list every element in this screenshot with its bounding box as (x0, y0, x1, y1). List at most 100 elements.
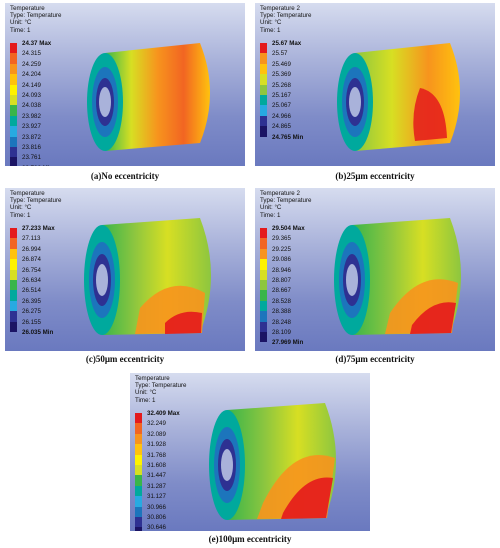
legend-swatch (135, 485, 142, 497)
legend-tick-label: 28.528 (272, 297, 291, 305)
legend-swatch (135, 423, 142, 434)
legend-tick-label: 26.395 (22, 297, 41, 305)
header-a: Temperature Type: Temperature Unit: °C T… (10, 5, 62, 34)
legend-swatch (260, 115, 267, 127)
legend-swatch (260, 43, 267, 54)
legend-tick-label: 26.754 (22, 266, 41, 274)
legend-swatch (260, 248, 267, 260)
caption-a: (a)No eccentricity (90, 171, 160, 181)
legend-swatch (260, 105, 267, 116)
legend-swatch (260, 280, 267, 291)
legend-tick-label: 29.086 (272, 256, 291, 264)
legend-swatch (10, 43, 17, 54)
legend-swatch (135, 506, 142, 517)
legend-swatch (10, 147, 17, 158)
legend-tick-label: 26.874 (22, 256, 41, 264)
legend-tick-label: 30.646 (147, 524, 166, 531)
legend-tick-label: 30.966 (147, 503, 166, 511)
legend-swatch (260, 63, 267, 75)
legend-swatch (10, 95, 17, 106)
legend-tick-label: 31.447 (147, 472, 166, 480)
legend-swatch (260, 95, 267, 106)
legend-tick-label: 29.504 Max (272, 225, 305, 232)
legend-swatch (10, 290, 17, 301)
legend-tick-label: 24.315 (22, 50, 41, 58)
legend-swatch (10, 84, 17, 95)
legend-swatch (10, 300, 17, 312)
header-e: Temperature Type: Temperature Unit: °C T… (135, 375, 187, 404)
legend-swatch (135, 496, 142, 507)
legend-tick-label: 25.268 (272, 81, 291, 89)
legend-tick-label: 23.706 Min (22, 165, 53, 166)
legend-tick-label: 29.225 (272, 245, 291, 253)
legend-swatch (10, 53, 17, 64)
cylinder-a (87, 43, 210, 151)
legend-tick-label: 31.127 (147, 493, 166, 501)
plot-c: Temperature Type: Temperature Unit: °C T… (5, 188, 245, 351)
legend-tick-label: 28.807 (272, 277, 291, 284)
legend-tick-label: 24.093 (22, 92, 41, 99)
legend-tick-label: 24.765 Min (272, 133, 304, 141)
legend-tick-label: 24.038 (22, 102, 41, 110)
legend-tick-label: 26.275 (22, 308, 41, 316)
header-c: Temperature Type: Temperature Unit: °C T… (10, 190, 62, 219)
legend-tick-label: 23.927 (22, 123, 41, 131)
legend-swatch (135, 444, 142, 455)
legend-tick-label: 25.369 (272, 71, 291, 79)
panel-c: Temperature Type: Temperature Unit: °C T… (5, 188, 245, 370)
cylinder-d (334, 218, 461, 335)
legend-tick-label: 25.167 (272, 92, 291, 99)
legend-tick-label: 31.768 (147, 451, 166, 459)
legend-tick-label: 25.57 (272, 50, 288, 58)
plot-d: Temperature 2 Type: Temperature Unit: °C… (255, 188, 495, 351)
cylinder-b (337, 43, 460, 151)
legend-swatch (10, 238, 17, 249)
legend-tick-label: 30.806 (147, 514, 166, 521)
header-b: Temperature 2 Type: Temperature Unit: °C… (260, 5, 312, 34)
legend-tick-label: 26.155 (22, 318, 41, 326)
legend-swatch (10, 259, 17, 270)
legend-swatch (260, 332, 267, 343)
legend-tick-label: 29.365 (272, 235, 291, 243)
legend-tick-label: 28.946 (272, 266, 291, 274)
legend-tick-label: 24.37 Max (22, 40, 52, 47)
plot-e: Temperature Type: Temperature Unit: °C T… (130, 373, 370, 531)
legend-tick-label: 32.409 Max (147, 410, 180, 417)
caption-b: (b)25μm eccentricity (335, 171, 415, 181)
legend-swatch (260, 84, 267, 95)
legend-swatch (260, 53, 267, 64)
legend-tick-label: 23.982 (22, 112, 41, 120)
legend-swatch (10, 269, 17, 280)
caption-c: (c)50μm eccentricity (85, 354, 165, 364)
legend-swatch (135, 475, 142, 486)
legend-tick-label: 28.667 (272, 287, 291, 295)
panel-a: Temperature Type: Temperature Unit: °C T… (5, 3, 245, 185)
legend-tick-label: 24.259 (22, 60, 41, 68)
legend-swatch (10, 321, 17, 332)
legend-swatch (260, 74, 267, 85)
legend-swatch (10, 136, 17, 147)
legend-tick-label: 27.969 Min (272, 339, 304, 347)
legend-tick-label: 32.089 (147, 430, 166, 438)
cylinder-e (209, 403, 336, 520)
legend-tick-label: 24.966 (272, 112, 291, 120)
legend-swatch (135, 433, 142, 445)
caption-e: (e)100μm eccentricity (208, 534, 292, 544)
legend-tick-label: 25.67 Max (272, 40, 302, 47)
plot-b: Temperature 2 Type: Temperature Unit: °C… (255, 3, 495, 166)
legend-swatch (10, 248, 17, 260)
legend-swatch (260, 311, 267, 322)
cylinder-c (84, 218, 211, 335)
legend-tick-label: 26.634 (22, 277, 41, 284)
legend-tick-label: 27.233 Max (22, 225, 55, 232)
legend-swatch (260, 259, 267, 270)
legend-swatch (260, 269, 267, 280)
legend-swatch (260, 228, 267, 239)
legend-swatch (10, 115, 17, 127)
legend-swatch (260, 321, 267, 332)
legend-tick-label: 24.149 (22, 81, 41, 89)
legend-tick-label: 28.248 (272, 318, 291, 326)
legend-swatch (10, 74, 17, 85)
legend-swatch (135, 517, 142, 528)
legend-tick-label: 25.067 (272, 102, 291, 110)
